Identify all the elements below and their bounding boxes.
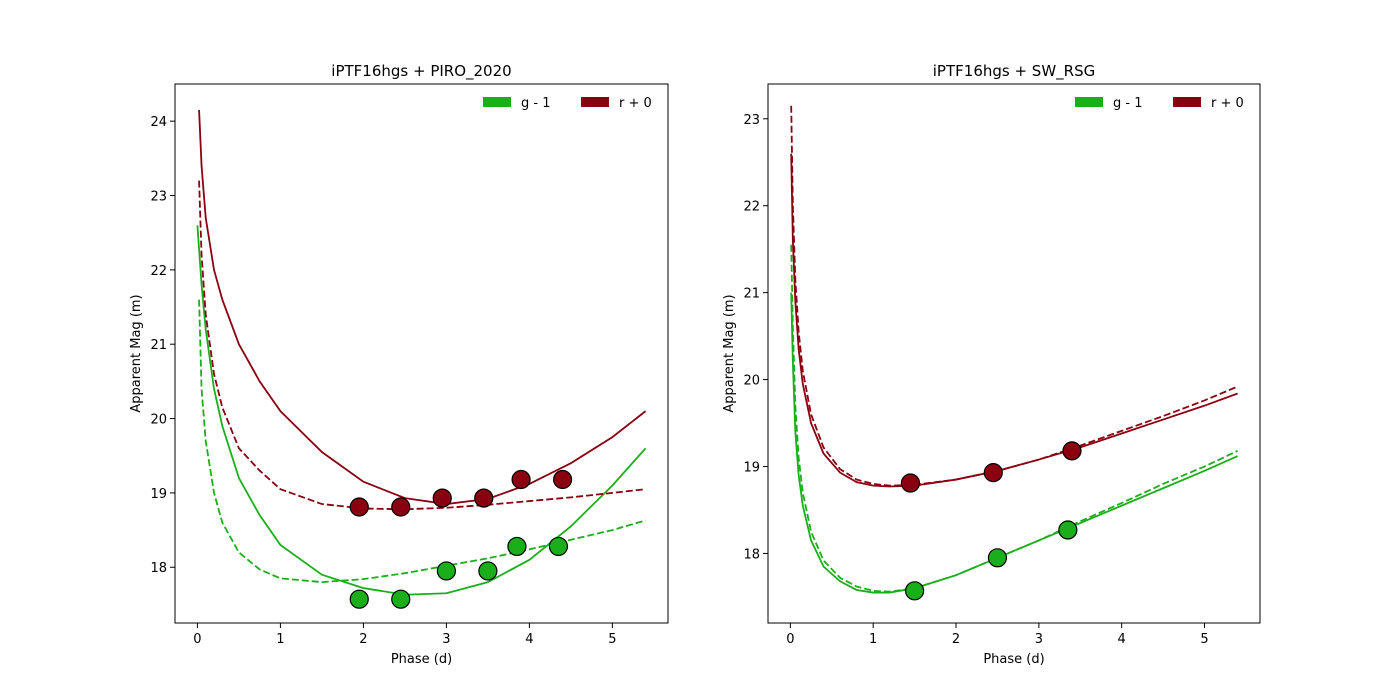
y-tick-label: 23 [150,190,167,205]
legend-label: r + 0 [619,96,652,111]
y-tick-label: 24 [150,115,167,130]
x-tick-label: 2 [359,632,367,647]
data-point [391,589,411,609]
data-point [900,473,921,493]
x-tick-label: 5 [608,632,616,647]
x-tick-label: 3 [442,632,450,647]
data-point [552,469,573,490]
legend-label: g - 1 [1113,96,1142,111]
y-tick-label: 19 [150,487,167,502]
legend-swatch [1173,97,1201,107]
series-lines [196,109,647,596]
y-tick-label: 21 [150,338,167,353]
y-tick-label: 21 [743,287,760,302]
data-point [432,488,452,508]
data-point [1062,441,1082,461]
y-tick-label: 20 [743,374,760,389]
data-point [349,497,369,517]
plot-frame [767,83,1261,624]
model-line-solid [790,292,1239,594]
data-point [511,469,531,490]
model-line-dashed [198,180,646,511]
model-line-solid [196,225,647,596]
y-tick-label: 20 [150,413,167,428]
y-tick-label: 22 [743,200,760,215]
x-tick-label: 3 [1035,632,1043,647]
plot-frame [174,83,669,624]
data-point [478,561,498,581]
x-tick-label: 0 [193,632,201,647]
data-point [436,561,456,581]
y-tick-label: 23 [743,113,760,128]
x-tick-label: 4 [1118,632,1126,647]
chart-title: iPTF16hgs + PIRO_2020 [331,62,511,81]
data-point [391,497,411,517]
x-tick-label: 5 [1200,632,1208,647]
x-axis-label: Phase (d) [391,652,452,667]
y-axis-label: Apparent Mag (m) [722,294,737,412]
y-tick-label: 18 [743,547,760,562]
x-axis-label: Phase (d) [983,652,1044,667]
data-point [1058,520,1078,540]
data-point [905,581,925,601]
legend-label: g - 1 [521,96,550,111]
model-line-dashed [790,105,1238,487]
y-tick-label: 18 [150,561,167,576]
legend-label: r + 0 [1211,96,1244,111]
x-tick-label: 0 [786,632,794,647]
legend-swatch [1075,97,1103,107]
x-tick-label: 1 [276,632,284,647]
data-point [983,463,1003,483]
x-tick-label: 1 [869,632,877,647]
data-point [987,548,1008,568]
chart-title: iPTF16hgs + SW_RSG [933,62,1095,81]
legend-swatch [483,97,511,107]
data-point [474,488,494,508]
x-tick-label: 2 [952,632,960,647]
y-tick-label: 19 [743,461,760,476]
series-lines [790,105,1239,594]
data-point [349,589,369,609]
y-axis-label: Apparent Mag (m) [129,294,144,412]
x-tick-label: 4 [525,632,533,647]
legend-swatch [581,97,609,107]
model-line-dashed [198,299,646,584]
model-line-solid [198,109,647,505]
data-point [507,536,527,557]
data-point [548,536,569,557]
y-tick-label: 22 [150,264,167,279]
model-line-solid [790,153,1238,488]
